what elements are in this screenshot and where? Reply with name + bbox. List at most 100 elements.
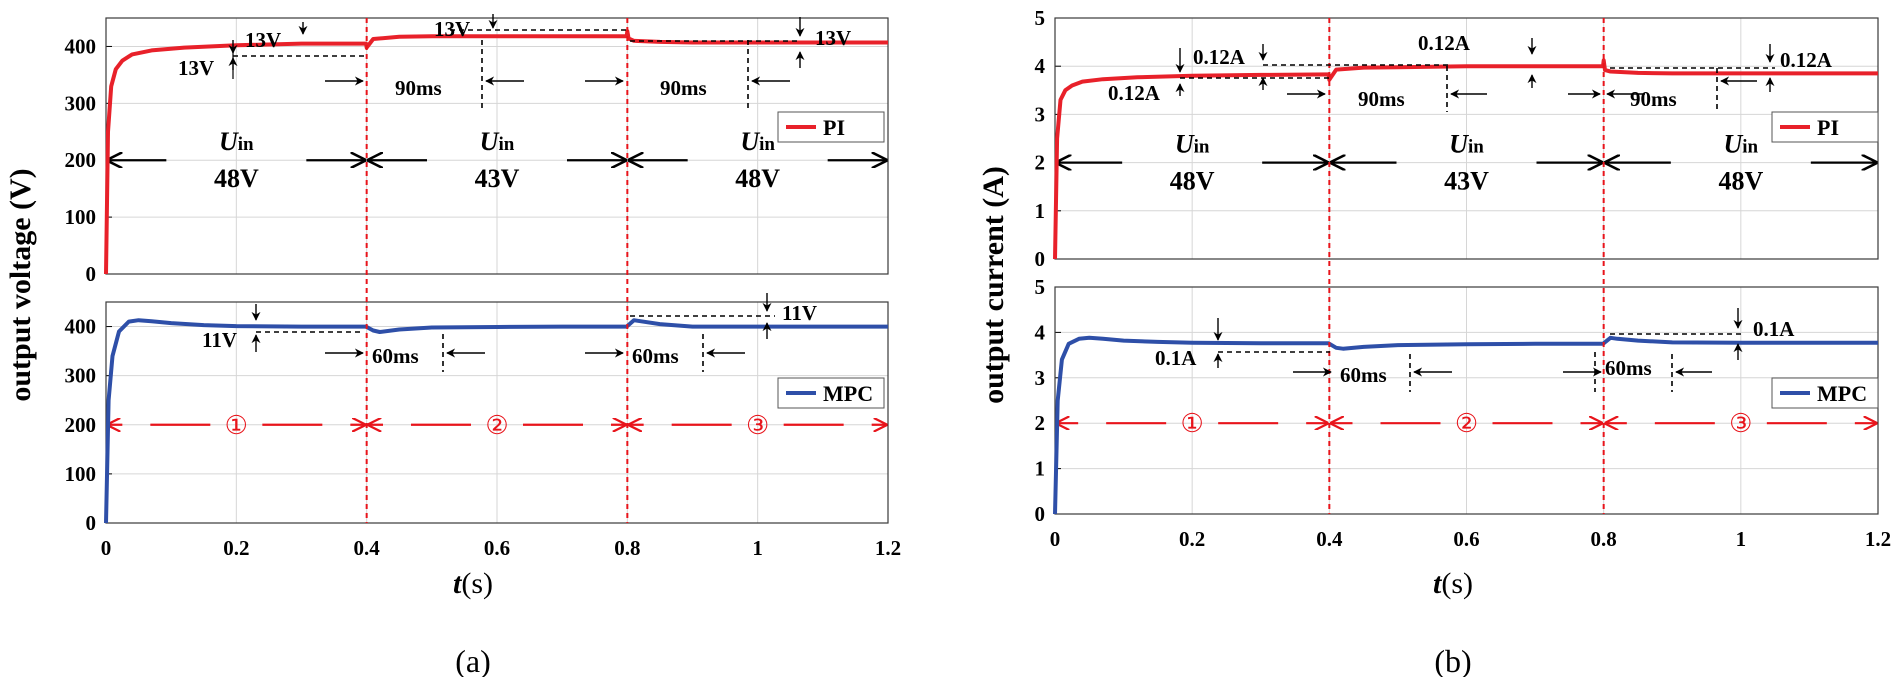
x-axis-label-a: t(s) xyxy=(453,567,493,600)
annotations-b-pi: 0.12A 0.12A 90ms 0.12A 90ms 0.12A xyxy=(1108,31,1833,112)
annot-60ms-b1: 60ms xyxy=(1340,363,1387,387)
legend-label: MPC xyxy=(1817,381,1867,406)
annot-012a-2: 0.12A xyxy=(1193,45,1246,69)
x-axis-label-italic-b: t xyxy=(1433,567,1443,600)
uin-value: 43V xyxy=(1444,167,1489,196)
annot-012a-1: 0.12A xyxy=(1108,81,1161,105)
uin-symbol-letter: U xyxy=(480,127,500,156)
annot-012a-4: 0.12A xyxy=(1780,48,1833,72)
caption-a: (a) xyxy=(455,643,491,677)
uin-symbol-letter: U xyxy=(740,127,760,156)
uin-value: 43V xyxy=(475,164,520,193)
annot-13v-4: 13V xyxy=(815,26,851,50)
annot-13v-3: 13V xyxy=(434,17,470,41)
uin-symbol-subscript: in xyxy=(1468,137,1484,158)
y-tick-label: 100 xyxy=(65,205,97,229)
uin-symbol-letter: U xyxy=(1449,130,1469,159)
uin-value: 48V xyxy=(1170,167,1215,196)
annot-90ms-b2: 90ms xyxy=(1630,87,1677,111)
y-tick-label: 4 xyxy=(1035,54,1046,78)
stage-label: ① xyxy=(225,411,248,440)
uin-symbol: Uin xyxy=(1449,130,1484,159)
panel-b-mpc: 0 1 2 3 4 5 ① ② ③ MPC xyxy=(1035,275,1879,526)
y-tick-label: 0 xyxy=(1035,502,1046,526)
uin-symbol-subscript: in xyxy=(238,134,254,155)
y-tick-label: 5 xyxy=(1035,275,1046,299)
panel-b-pi: 0 1 2 3 4 5 Uin 48V Uin 43V Uin 48V PI xyxy=(1035,6,1879,271)
y-tick-label: 2 xyxy=(1035,411,1046,435)
y-tick-label: 200 xyxy=(65,148,97,172)
stage-label: ② xyxy=(1455,409,1478,438)
x-axis-label-italic-a: t xyxy=(453,567,463,600)
y-tick-label: 0 xyxy=(86,511,97,535)
annot-60ms-2: 60ms xyxy=(632,344,679,368)
y-tick-label: 5 xyxy=(1035,6,1046,30)
legend-label: PI xyxy=(1817,115,1839,140)
x-tick-label: 0.2 xyxy=(223,536,249,560)
panel-a-pi: 0 100 200 300 400 Uin 48V Uin 43V Uin 48V PI xyxy=(65,17,889,286)
annotations-a-mpc: 11V 60ms 60ms 11V xyxy=(202,293,817,372)
uin-value: 48V xyxy=(1718,167,1763,196)
y-tick-label: 1 xyxy=(1035,457,1046,481)
uin-value: 48V xyxy=(214,164,259,193)
annot-90ms-2: 90ms xyxy=(660,76,707,100)
y-tick-label: 200 xyxy=(65,413,97,437)
uin-symbol-subscript: in xyxy=(1742,137,1758,158)
legend-label: PI xyxy=(823,115,845,140)
y-tick-label: 400 xyxy=(65,34,97,58)
annot-90ms-b1: 90ms xyxy=(1358,87,1405,111)
x-tick-label: 0.8 xyxy=(614,536,640,560)
annot-13v-2: 13V xyxy=(178,56,214,80)
y-tick-label: 4 xyxy=(1035,320,1046,344)
y-axis-label-b: output current (A) xyxy=(977,166,1010,404)
x-tick-label: 1 xyxy=(1736,527,1747,551)
y-tick-label: 3 xyxy=(1035,366,1046,390)
annot-90ms-1: 90ms xyxy=(395,76,442,100)
y-axis-label-a: output voltage (V) xyxy=(4,168,37,401)
uin-symbol: Uin xyxy=(740,127,775,156)
stage-label: ② xyxy=(485,411,508,440)
annot-11v-2: 11V xyxy=(782,301,817,325)
annotations-b-mpc: 0.1A 60ms 60ms 0.1A xyxy=(1155,308,1795,392)
uin-value: 48V xyxy=(735,164,780,193)
x-tick-label: 0.4 xyxy=(1316,527,1343,551)
x-tick-label: 0.4 xyxy=(354,536,381,560)
y-tick-label: 0 xyxy=(1035,247,1046,271)
y-tick-label: 100 xyxy=(65,462,97,486)
series-line-mpc xyxy=(1053,335,1878,515)
x-tick-label: 1.2 xyxy=(875,536,901,560)
annotations-a-pi: 13V 13V 90ms 13V 90ms 13V xyxy=(178,14,851,112)
y-tick-label: 2 xyxy=(1035,151,1046,175)
annot-01a-2: 0.1A xyxy=(1753,317,1795,341)
annot-60ms-b2: 60ms xyxy=(1605,356,1652,380)
x-axis-label-rest-a: (s) xyxy=(461,567,493,600)
series-line-pi xyxy=(1053,58,1878,260)
y-tick-label: 1 xyxy=(1035,199,1046,223)
chart-a: output voltage (V) t(s) (a) 0 100 200 300 40… xyxy=(4,14,901,677)
x-tick-labels-b: 0 0.2 0.4 0.6 0.8 1 1.2 xyxy=(1050,527,1891,551)
chart-b: output current (A) t(s) (b) 0 1 2 3 4 5 Uin 48V… xyxy=(977,6,1891,677)
panel-a-mpc: 0 100 200 300 400 ① ② ③ MPC xyxy=(65,301,889,535)
plot-frame xyxy=(105,301,889,524)
y-tick-label: 300 xyxy=(65,91,97,115)
annot-11v-1: 11V xyxy=(202,328,237,352)
x-tick-label: 0.6 xyxy=(1453,527,1479,551)
uin-symbol: Uin xyxy=(1175,130,1210,159)
annot-60ms-1: 60ms xyxy=(372,344,419,368)
uin-symbol-letter: U xyxy=(219,127,239,156)
stage-label: ③ xyxy=(746,411,769,440)
uin-symbol: Uin xyxy=(219,127,254,156)
x-tick-label: 0.6 xyxy=(484,536,510,560)
x-tick-label: 0.2 xyxy=(1179,527,1205,551)
x-tick-label: 1.2 xyxy=(1865,527,1891,551)
switch-lines-b xyxy=(1328,18,1605,514)
annot-13v-1: 13V xyxy=(245,28,281,52)
x-tick-labels-a: 0 0.2 0.4 0.6 0.8 1 1.2 xyxy=(101,536,901,560)
x-tick-label: 0 xyxy=(1050,527,1061,551)
stage-label: ③ xyxy=(1729,409,1752,438)
uin-symbol-subscript: in xyxy=(1194,137,1210,158)
uin-symbol-letter: U xyxy=(1724,130,1744,159)
x-tick-label: 1 xyxy=(752,536,763,560)
y-tick-label: 0 xyxy=(86,262,97,286)
